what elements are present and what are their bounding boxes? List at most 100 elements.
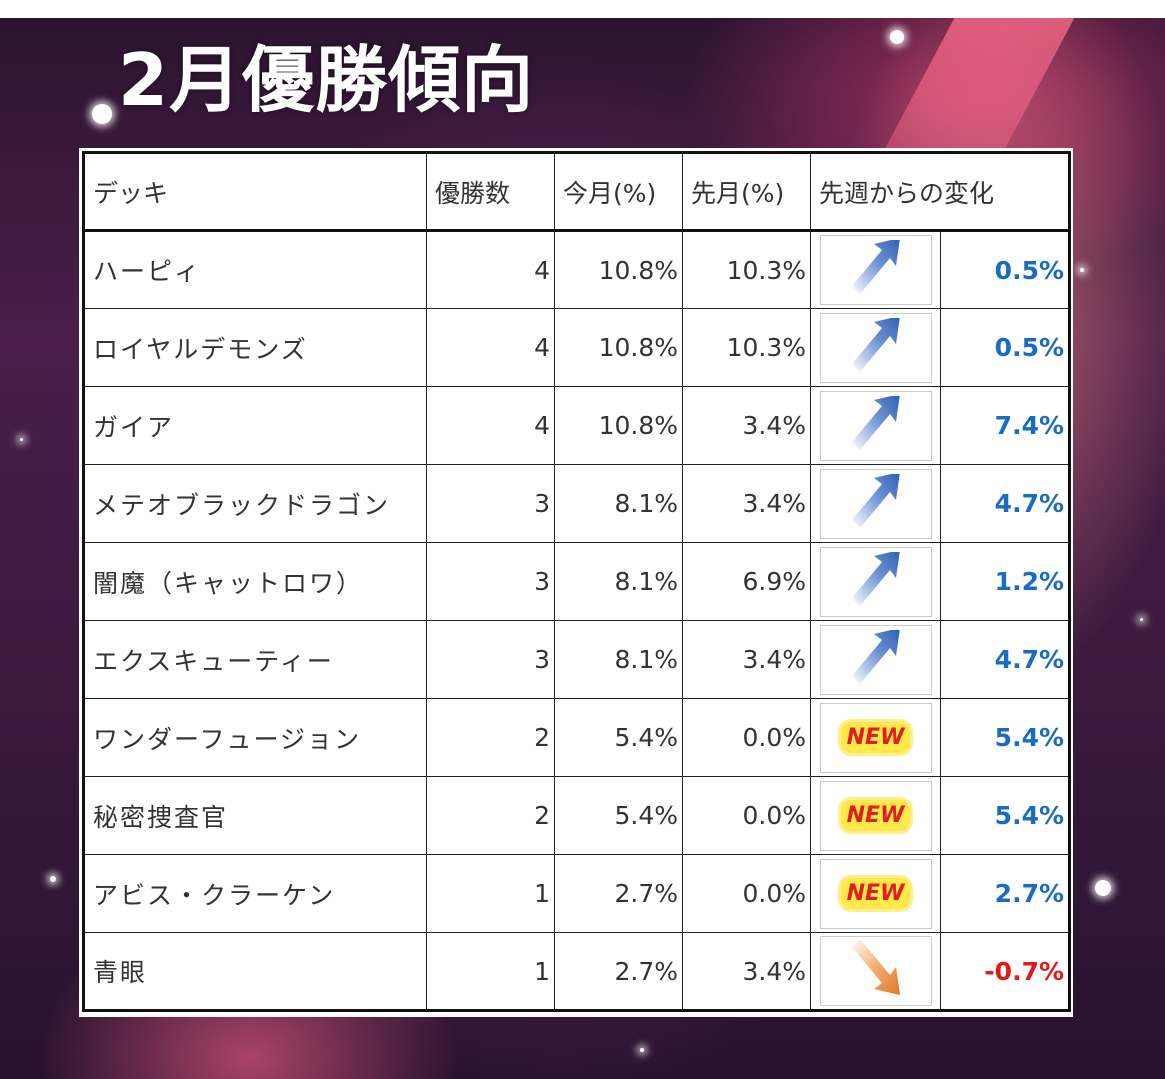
- table-row: エクスキューティー 3 8.1% 3.4% 4.7%: [82, 620, 1072, 699]
- new-badge-icon: NEW: [840, 800, 911, 831]
- up-arrow-icon: [848, 627, 904, 690]
- header-wins: 優勝数: [426, 151, 555, 232]
- star: [1095, 880, 1111, 896]
- last-month-pct: 6.9%: [682, 542, 811, 621]
- header-last-month: 先月(%): [682, 151, 811, 232]
- this-month-pct: 5.4%: [554, 776, 683, 855]
- trend-cell: [810, 542, 941, 621]
- header-this-month: 今月(%): [554, 151, 683, 232]
- table-row: ハーピィ 4 10.8% 10.3% 0.5%: [82, 230, 1072, 309]
- table-header-row: デッキ 優勝数 今月(%) 先月(%) 先週からの変化: [82, 151, 1072, 232]
- trend-cell: NEW: [810, 854, 941, 933]
- weekly-change: 1.2%: [939, 542, 1072, 621]
- trend-cell: [810, 932, 941, 1012]
- deck-name: ワンダーフュージョン: [82, 698, 427, 777]
- new-badge-icon: NEW: [840, 722, 911, 753]
- trend-icon-box: [819, 235, 932, 305]
- weekly-change: 4.7%: [939, 464, 1072, 543]
- wins-count: 3: [426, 620, 555, 699]
- ranking-table: デッキ 優勝数 今月(%) 先月(%) 先週からの変化 ハーピィ 4 10.8% 10…: [82, 151, 1072, 1012]
- wins-count: 4: [426, 308, 555, 387]
- trend-cell: [810, 308, 941, 387]
- up-arrow-icon: [848, 549, 904, 612]
- deck-name: 青眼: [82, 932, 427, 1012]
- trend-icon-box: [819, 312, 932, 383]
- star: [890, 30, 904, 44]
- table-row: ワンダーフュージョン 2 5.4% 0.0% NEW 5.4%: [82, 698, 1072, 777]
- header-change: 先週からの変化: [809, 151, 1072, 232]
- table-row: アビス・クラーケン 1 2.7% 0.0% NEW 2.7%: [82, 854, 1072, 933]
- page-title: 2月優勝傾向: [118, 38, 535, 122]
- last-month-pct: 3.4%: [682, 932, 811, 1012]
- table-row: 青眼 1 2.7% 3.4% -0.7%: [82, 932, 1072, 1012]
- wins-count: 3: [426, 542, 555, 621]
- this-month-pct: 2.7%: [554, 854, 683, 933]
- star: [50, 876, 56, 882]
- weekly-change: 0.5%: [939, 308, 1072, 387]
- star: [640, 1048, 644, 1052]
- table-row: 秘密捜査官 2 5.4% 0.0% NEW 5.4%: [82, 776, 1072, 855]
- this-month-pct: 2.7%: [554, 932, 683, 1012]
- star: [1080, 268, 1084, 272]
- trend-cell: [810, 464, 941, 543]
- this-month-pct: 10.8%: [554, 308, 683, 387]
- wins-count: 3: [426, 464, 555, 543]
- weekly-change: 0.5%: [939, 230, 1072, 309]
- table-body: ハーピィ 4 10.8% 10.3% 0.5% ロイヤルデモンズ 4 10.8% 10.3% 0.…: [82, 230, 1072, 1012]
- this-month-pct: 8.1%: [554, 464, 683, 543]
- last-month-pct: 3.4%: [682, 464, 811, 543]
- last-month-pct: 0.0%: [682, 776, 811, 855]
- last-month-pct: 3.4%: [682, 386, 811, 465]
- last-month-pct: 0.0%: [682, 854, 811, 933]
- deck-name: 秘密捜査官: [82, 776, 427, 855]
- up-arrow-icon: [848, 393, 904, 456]
- trend-icon-box: NEW: [819, 858, 932, 929]
- last-month-pct: 0.0%: [682, 698, 811, 777]
- last-month-pct: 10.3%: [682, 230, 811, 309]
- trend-icon-box: NEW: [819, 780, 932, 851]
- deck-name: アビス・クラーケン: [82, 854, 427, 933]
- table-row: ロイヤルデモンズ 4 10.8% 10.3% 0.5%: [82, 308, 1072, 387]
- table-row: 闇魔（キャットロワ） 3 8.1% 6.9% 1.2%: [82, 542, 1072, 621]
- this-month-pct: 8.1%: [554, 542, 683, 621]
- wins-count: 2: [426, 776, 555, 855]
- star: [1140, 618, 1143, 621]
- this-month-pct: 8.1%: [554, 620, 683, 699]
- deck-name: エクスキューティー: [82, 620, 427, 699]
- wins-count: 2: [426, 698, 555, 777]
- trend-cell: [810, 620, 941, 699]
- up-arrow-icon: [848, 238, 904, 300]
- weekly-change: 2.7%: [939, 854, 1072, 933]
- this-month-pct: 5.4%: [554, 698, 683, 777]
- trend-icon-box: [819, 624, 932, 695]
- wins-count: 1: [426, 932, 555, 1012]
- table-row: メテオブラックドラゴン 3 8.1% 3.4% 4.7%: [82, 464, 1072, 543]
- trend-icon-box: [819, 390, 932, 461]
- trend-cell: [810, 230, 941, 309]
- header-deck: デッキ: [82, 151, 427, 232]
- deck-name: ガイア: [82, 386, 427, 465]
- trend-icon-box: NEW: [819, 702, 932, 773]
- trend-cell: NEW: [810, 698, 941, 777]
- table-row: ガイア 4 10.8% 3.4% 7.4%: [82, 386, 1072, 465]
- this-month-pct: 10.8%: [554, 386, 683, 465]
- wins-count: 4: [426, 386, 555, 465]
- weekly-change: 7.4%: [939, 386, 1072, 465]
- wins-count: 1: [426, 854, 555, 933]
- weekly-change: 5.4%: [939, 776, 1072, 855]
- last-month-pct: 10.3%: [682, 308, 811, 387]
- last-month-pct: 3.4%: [682, 620, 811, 699]
- weekly-change: 5.4%: [939, 698, 1072, 777]
- deck-name: 闇魔（キャットロワ）: [82, 542, 427, 621]
- star: [92, 104, 112, 124]
- trend-icon-box: [819, 936, 932, 1006]
- trend-cell: NEW: [810, 776, 941, 855]
- weekly-change: -0.7%: [939, 932, 1072, 1012]
- wins-count: 4: [426, 230, 555, 309]
- up-arrow-icon: [848, 471, 904, 534]
- trend-icon-box: [819, 468, 932, 539]
- trend-icon-box: [819, 546, 932, 617]
- star: [20, 438, 23, 441]
- new-badge-icon: NEW: [840, 878, 911, 909]
- deck-name: ロイヤルデモンズ: [82, 308, 427, 387]
